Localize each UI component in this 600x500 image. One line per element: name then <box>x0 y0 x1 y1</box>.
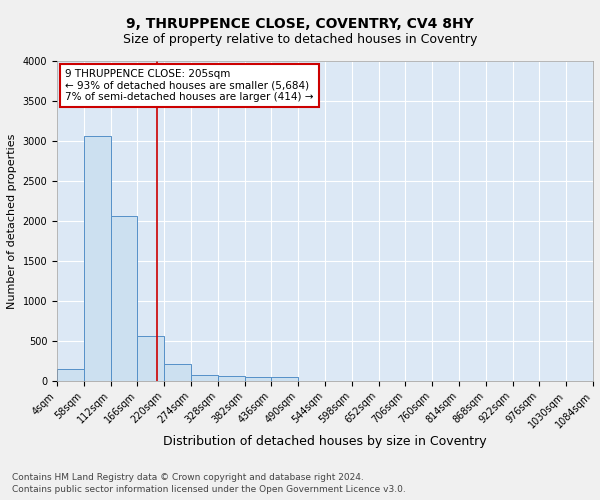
Bar <box>164 364 191 380</box>
Bar <box>84 136 110 380</box>
Bar <box>271 377 298 380</box>
Text: Contains public sector information licensed under the Open Government Licence v3: Contains public sector information licen… <box>12 485 406 494</box>
Text: 9, THRUPPENCE CLOSE, COVENTRY, CV4 8HY: 9, THRUPPENCE CLOSE, COVENTRY, CV4 8HY <box>126 18 474 32</box>
Bar <box>137 336 164 380</box>
Bar <box>57 368 84 380</box>
Bar <box>245 377 271 380</box>
X-axis label: Distribution of detached houses by size in Coventry: Distribution of detached houses by size … <box>163 435 487 448</box>
Y-axis label: Number of detached properties: Number of detached properties <box>7 133 17 308</box>
Text: Size of property relative to detached houses in Coventry: Size of property relative to detached ho… <box>123 32 477 46</box>
Bar <box>218 376 245 380</box>
Text: Contains HM Land Registry data © Crown copyright and database right 2024.: Contains HM Land Registry data © Crown c… <box>12 472 364 482</box>
Bar <box>110 216 137 380</box>
Text: 9 THRUPPENCE CLOSE: 205sqm
← 93% of detached houses are smaller (5,684)
7% of se: 9 THRUPPENCE CLOSE: 205sqm ← 93% of deta… <box>65 69 314 102</box>
Bar <box>191 374 218 380</box>
